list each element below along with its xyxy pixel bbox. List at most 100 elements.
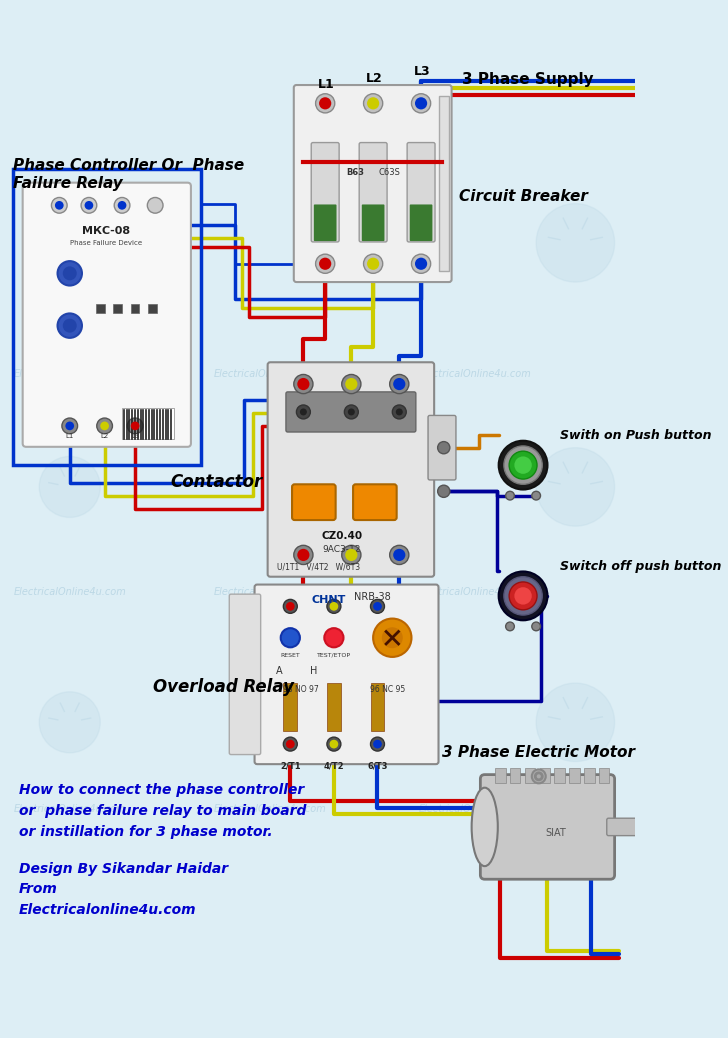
Text: ElectricalOnline4u.com: ElectricalOnline4u.com (13, 804, 126, 815)
Circle shape (39, 691, 100, 753)
Text: 3 Phase Electric Motor: 3 Phase Electric Motor (443, 745, 636, 760)
Circle shape (330, 740, 339, 748)
Circle shape (531, 769, 546, 784)
FancyBboxPatch shape (23, 183, 191, 446)
Circle shape (81, 197, 97, 213)
Circle shape (58, 313, 82, 337)
FancyBboxPatch shape (283, 683, 297, 731)
FancyBboxPatch shape (428, 415, 456, 480)
FancyBboxPatch shape (229, 594, 261, 755)
Circle shape (281, 628, 300, 648)
Text: L3: L3 (414, 65, 431, 79)
Text: NRB-38: NRB-38 (354, 593, 391, 602)
FancyBboxPatch shape (410, 204, 432, 241)
Text: 2/T1: 2/T1 (280, 762, 301, 770)
Circle shape (373, 740, 382, 748)
Circle shape (504, 577, 542, 616)
Circle shape (536, 203, 614, 282)
Circle shape (300, 409, 307, 415)
Text: ElectricalOnline4u.com: ElectricalOnline4u.com (214, 368, 327, 379)
Circle shape (531, 491, 540, 500)
Circle shape (392, 405, 406, 419)
Circle shape (286, 602, 295, 610)
FancyBboxPatch shape (495, 768, 506, 784)
Circle shape (147, 197, 163, 213)
Circle shape (297, 378, 309, 390)
Text: МКС-08: МКС-08 (82, 226, 130, 236)
Circle shape (114, 197, 130, 213)
FancyBboxPatch shape (407, 142, 435, 242)
FancyBboxPatch shape (268, 362, 434, 577)
Text: 3 Phase Supply: 3 Phase Supply (462, 73, 593, 87)
Circle shape (84, 201, 93, 210)
Circle shape (97, 418, 112, 434)
Circle shape (324, 628, 344, 648)
FancyBboxPatch shape (327, 683, 341, 731)
Text: Contactor: Contactor (170, 473, 262, 491)
Text: L1: L1 (66, 433, 74, 439)
FancyBboxPatch shape (114, 304, 122, 312)
FancyBboxPatch shape (292, 485, 336, 520)
FancyBboxPatch shape (131, 304, 140, 312)
Circle shape (341, 545, 361, 565)
Circle shape (536, 683, 614, 762)
Circle shape (367, 257, 379, 270)
Circle shape (63, 319, 76, 332)
Text: SIAT: SIAT (546, 827, 566, 838)
Circle shape (382, 627, 403, 648)
FancyBboxPatch shape (584, 768, 595, 784)
Circle shape (389, 375, 409, 393)
Text: 4/T2: 4/T2 (323, 762, 344, 770)
Circle shape (297, 549, 309, 561)
Text: Design By Sikandar Haidar
From
Electricalonline4u.com: Design By Sikandar Haidar From Electrica… (19, 862, 229, 917)
Text: A: A (276, 666, 282, 677)
Circle shape (363, 254, 383, 273)
Circle shape (294, 545, 313, 565)
FancyBboxPatch shape (314, 204, 336, 241)
Text: How to connect the phase controller
or  phase failure relay to main board
or ins: How to connect the phase controller or p… (19, 784, 306, 839)
Circle shape (283, 599, 297, 613)
FancyBboxPatch shape (480, 774, 614, 879)
Circle shape (58, 262, 82, 285)
FancyBboxPatch shape (96, 304, 105, 312)
Circle shape (438, 441, 450, 454)
Circle shape (438, 485, 450, 497)
Circle shape (131, 421, 140, 431)
FancyBboxPatch shape (539, 768, 550, 784)
Circle shape (371, 599, 384, 613)
Circle shape (348, 409, 355, 415)
Circle shape (286, 740, 295, 748)
Text: Switch off push button: Switch off push button (560, 559, 721, 573)
FancyBboxPatch shape (599, 768, 609, 784)
Circle shape (536, 447, 614, 526)
FancyBboxPatch shape (569, 768, 579, 784)
Text: ElectricalOnline4u.com: ElectricalOnline4u.com (419, 804, 531, 815)
FancyBboxPatch shape (525, 768, 535, 784)
Text: CHNT: CHNT (312, 595, 346, 605)
Circle shape (393, 378, 405, 390)
Text: TEST/ETOP: TEST/ETOP (317, 653, 351, 658)
Circle shape (506, 622, 515, 631)
FancyBboxPatch shape (359, 142, 387, 242)
Circle shape (296, 405, 310, 419)
Circle shape (63, 267, 76, 280)
Circle shape (499, 441, 547, 490)
Text: ElectricalOnline4u.com: ElectricalOnline4u.com (419, 368, 531, 379)
Circle shape (316, 93, 335, 113)
Circle shape (367, 98, 379, 109)
Circle shape (499, 572, 547, 621)
Circle shape (411, 254, 431, 273)
Text: Overload Relay: Overload Relay (153, 678, 293, 695)
Circle shape (515, 588, 531, 604)
Circle shape (316, 254, 335, 273)
Circle shape (294, 375, 313, 393)
Text: B63: B63 (346, 168, 364, 176)
Text: Swith on Push button: Swith on Push button (560, 429, 711, 442)
Text: Phase Failure Device: Phase Failure Device (71, 241, 143, 246)
Text: CZ0.40: CZ0.40 (321, 531, 363, 541)
FancyBboxPatch shape (555, 768, 565, 784)
FancyBboxPatch shape (149, 304, 157, 312)
Text: 98 NO 97: 98 NO 97 (283, 685, 319, 693)
Circle shape (283, 737, 297, 752)
FancyBboxPatch shape (312, 142, 339, 242)
